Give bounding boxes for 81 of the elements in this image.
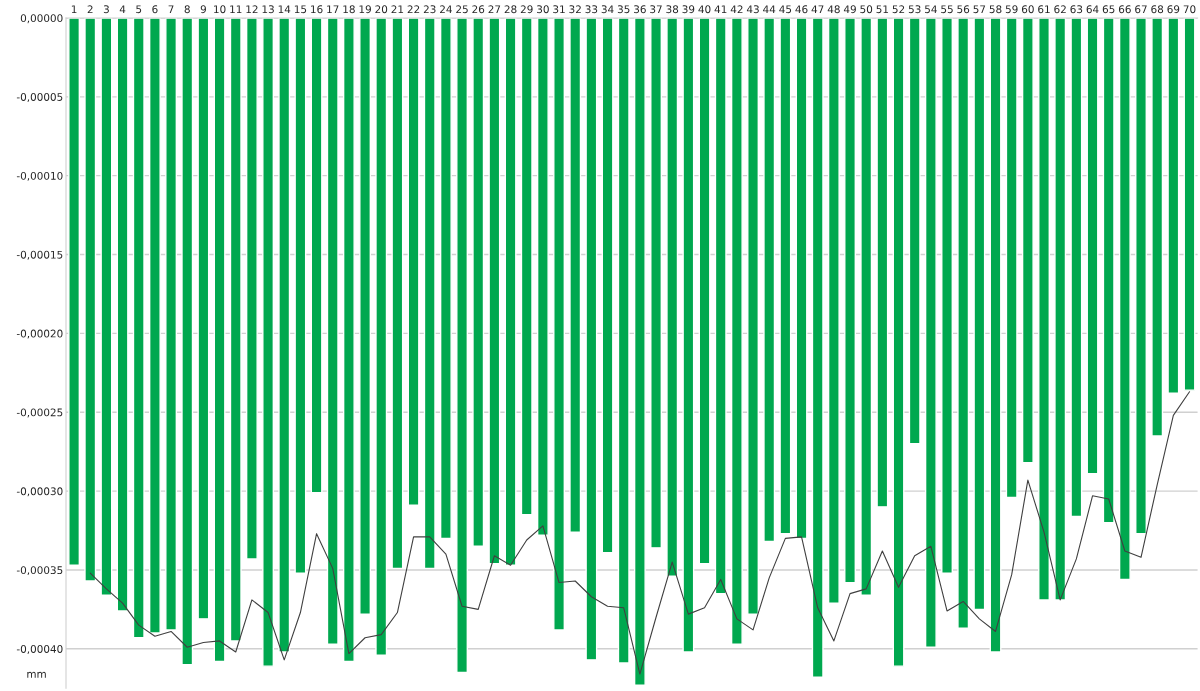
x-tick-label: 41 <box>714 5 727 14</box>
x-tick-label: 27 <box>488 5 501 14</box>
x-tick-label: 57 <box>973 5 986 14</box>
x-tick-label: 20 <box>375 5 388 14</box>
y-tick-label: -0,00030 <box>16 487 63 497</box>
x-tick-label: 25 <box>456 5 468 14</box>
x-tick-label: 31 <box>553 5 565 14</box>
x-tick-label: 33 <box>585 5 598 14</box>
x-tick-label: 12 <box>246 5 258 14</box>
x-tick-label: 15 <box>294 5 307 14</box>
x-tick-label: 64 <box>1086 5 1099 14</box>
x-tick-label: 21 <box>391 5 404 14</box>
x-tick-label: 30 <box>537 5 549 14</box>
x-tick-label: 11 <box>230 5 242 14</box>
x-tick-label: 16 <box>311 5 323 14</box>
x-tick-label: 3 <box>103 5 109 14</box>
x-tick-label: 58 <box>989 5 1002 14</box>
x-tick-label: 52 <box>892 5 905 14</box>
x-tick-label: 49 <box>843 5 856 14</box>
x-tick-label: 46 <box>795 5 808 14</box>
x-tick-label: 1 <box>71 5 77 14</box>
x-tick-label: 29 <box>520 5 533 14</box>
x-tick-label: 24 <box>440 5 452 14</box>
y-tick-label: -0,00025 <box>16 408 63 418</box>
x-tick-label: 5 <box>136 5 142 14</box>
x-tick-label: 65 <box>1102 5 1115 14</box>
x-tick-label: 28 <box>504 5 517 14</box>
x-tick-label: 60 <box>1021 5 1034 14</box>
x-tick-label: 22 <box>407 5 420 14</box>
y-tick-label: -0,00040 <box>16 645 63 654</box>
x-tick-label: 10 <box>214 5 226 14</box>
x-tick-label: 39 <box>682 5 695 14</box>
x-tick-label: 50 <box>860 5 873 14</box>
x-tick-label: 47 <box>811 5 824 14</box>
x-tick-label: 19 <box>359 5 371 14</box>
x-tick-label: 68 <box>1151 5 1164 14</box>
x-tick-label: 38 <box>666 5 679 14</box>
x-tick-label: 62 <box>1054 5 1066 14</box>
x-tick-label: 17 <box>327 5 339 14</box>
y-tick-label: -0,00010 <box>16 171 63 181</box>
x-tick-label: 61 <box>1038 5 1050 14</box>
y-axis-title: mm <box>27 671 46 678</box>
x-tick-label: 63 <box>1070 5 1083 14</box>
x-tick-label: 26 <box>472 5 485 14</box>
x-tick-label: 14 <box>278 5 291 14</box>
x-tick-label: 9 <box>200 5 206 14</box>
x-tick-label: 36 <box>634 5 646 14</box>
y-tick-label: -0,00005 <box>16 93 63 102</box>
x-tick-label: 42 <box>730 5 743 14</box>
x-tick-label: 69 <box>1167 5 1180 14</box>
y-tick-label: -0,00035 <box>16 566 63 576</box>
x-tick-label: 23 <box>423 5 436 14</box>
x-tick-label: 32 <box>569 5 581 14</box>
x-tick-label: 45 <box>779 5 792 14</box>
x-tick-label: 44 <box>763 5 776 14</box>
x-tick-label: 48 <box>827 5 840 14</box>
x-tick-label: 66 <box>1118 5 1131 14</box>
x-tick-label: 56 <box>957 5 970 14</box>
y-tick-label: -0,00020 <box>16 329 63 339</box>
x-tick-label: 55 <box>941 5 953 14</box>
line-series <box>89 391 1191 675</box>
x-tick-label: 4 <box>119 5 126 14</box>
x-tick-label: 67 <box>1135 5 1147 14</box>
x-tick-label: 54 <box>925 5 937 14</box>
x-tick-label: 70 <box>1183 5 1196 14</box>
x-tick-label: 43 <box>746 5 759 14</box>
x-tick-label: 8 <box>184 5 190 14</box>
x-tick-label: 53 <box>908 5 921 14</box>
x-tick-label: 6 <box>152 5 158 14</box>
y-tick-label: -0,00015 <box>16 250 63 260</box>
x-tick-label: 13 <box>262 5 274 14</box>
y-tick-label: 0,00000 <box>20 14 63 24</box>
x-tick-label: 35 <box>617 5 630 14</box>
x-tick-label: 18 <box>343 5 355 14</box>
x-tick-label: 37 <box>650 5 662 14</box>
x-tick-label: 7 <box>168 5 174 14</box>
x-tick-label: 59 <box>1005 5 1018 14</box>
x-tick-label: 2 <box>87 5 93 14</box>
x-tick-label: 40 <box>698 5 711 14</box>
x-tick-label: 51 <box>876 5 889 14</box>
x-tick-label: 34 <box>601 5 614 14</box>
